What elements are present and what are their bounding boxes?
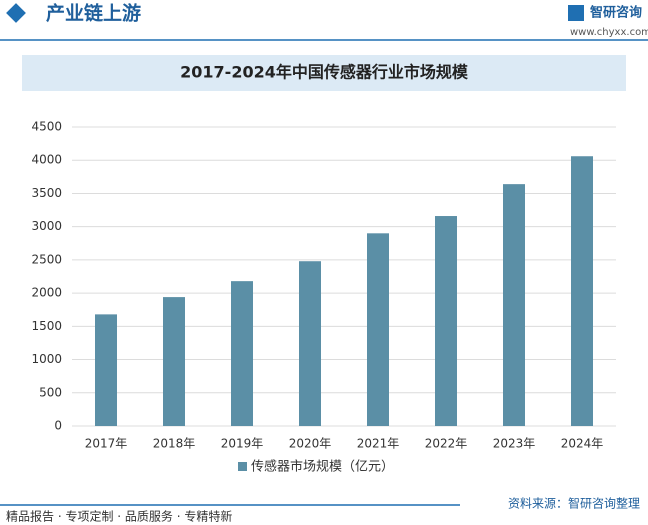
y-tick-label: 0 [54,419,62,433]
bar [503,184,525,426]
logo-url: www.chyxx.com [570,27,648,38]
x-tick-label: 2021年 [357,437,400,451]
x-tick-label: 2018年 [153,437,196,451]
bar [231,281,253,426]
footer-tagline: 精品报告 · 专项定制 · 品质服务 · 专精特新 [6,509,232,524]
bar [163,297,185,426]
y-tick-label: 500 [39,385,62,399]
x-tick-label: 2023年 [493,437,536,451]
legend-label: 传感器市场规模（亿元） [251,459,394,475]
y-tick-label: 1500 [31,319,62,333]
logo-name: 智研咨询 [590,5,642,21]
header-icon [6,3,26,23]
y-tick-label: 3500 [31,186,62,200]
x-tick-label: 2022年 [425,437,468,451]
title-bar [22,55,626,91]
bar [367,233,389,426]
footer-source: 资料来源：智研咨询整理 [508,496,640,511]
bar [95,314,117,426]
bar [571,156,593,427]
x-tick-label: 2024年 [561,437,604,451]
bar [299,261,321,426]
y-tick-label: 4000 [31,153,62,167]
logo-icon [568,5,584,21]
x-tick-label: 2019年 [221,437,264,451]
y-tick-label: 2500 [31,252,62,266]
chart-title: 2017-2024年中国传感器行业市场规模 [180,63,469,82]
y-tick-label: 1000 [31,352,62,366]
y-tick-label: 3000 [31,219,62,233]
header-title: 产业链上游 [46,2,141,25]
y-tick-label: 4500 [31,120,62,134]
x-tick-label: 2017年 [85,437,128,451]
legend-swatch [238,462,247,471]
bar [435,216,457,426]
y-tick-label: 2000 [31,286,62,300]
x-tick-label: 2020年 [289,437,332,451]
